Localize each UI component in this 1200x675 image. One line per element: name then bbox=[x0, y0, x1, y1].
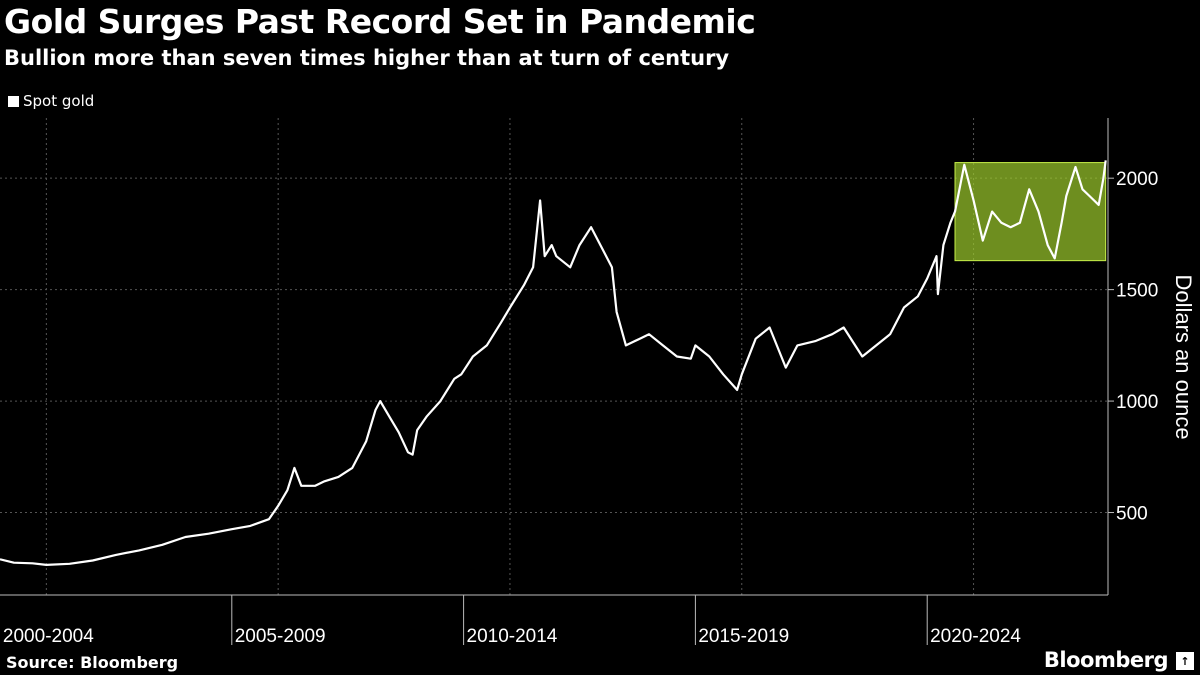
terminal-icon: ↑ bbox=[1176, 652, 1194, 670]
y-tick-label: 500 bbox=[1116, 504, 1148, 525]
y-axis-label: Dollars an ounce bbox=[1171, 274, 1196, 439]
y-tick-labels: 500 1000 1500 2000 bbox=[1116, 169, 1158, 524]
x-tick-label: 2015-2019 bbox=[698, 626, 789, 647]
source-note: Source: Bloomberg bbox=[6, 653, 179, 672]
brand-logo: Bloomberg bbox=[1043, 648, 1169, 672]
legend: Spot gold bbox=[8, 92, 94, 110]
record-highlight-box bbox=[954, 162, 1107, 262]
series-line-spot-gold bbox=[0, 160, 1107, 566]
x-tick-label: 2005-2009 bbox=[235, 626, 326, 647]
legend-label: Spot gold bbox=[23, 92, 95, 110]
chart-subtitle: Bullion more than seven times higher tha… bbox=[4, 46, 730, 70]
period-separators bbox=[231, 595, 928, 645]
chart-title: Gold Surges Past Record Set in Pandemic bbox=[4, 2, 756, 41]
x-tick-label: 2000-2004 bbox=[3, 626, 94, 647]
x-tick-labels: 2000-2004 2005-2009 2010-2014 2015-2019 2020… bbox=[3, 626, 1021, 647]
y-tick-label: 2000 bbox=[1116, 169, 1158, 190]
gridlines bbox=[0, 118, 1114, 595]
x-tick-label: 2020-2024 bbox=[930, 626, 1021, 647]
legend-swatch bbox=[8, 95, 19, 107]
y-tick-label: 1000 bbox=[1116, 392, 1158, 413]
x-tick-label: 2010-2014 bbox=[467, 626, 558, 647]
y-tick-label: 1500 bbox=[1116, 281, 1158, 302]
